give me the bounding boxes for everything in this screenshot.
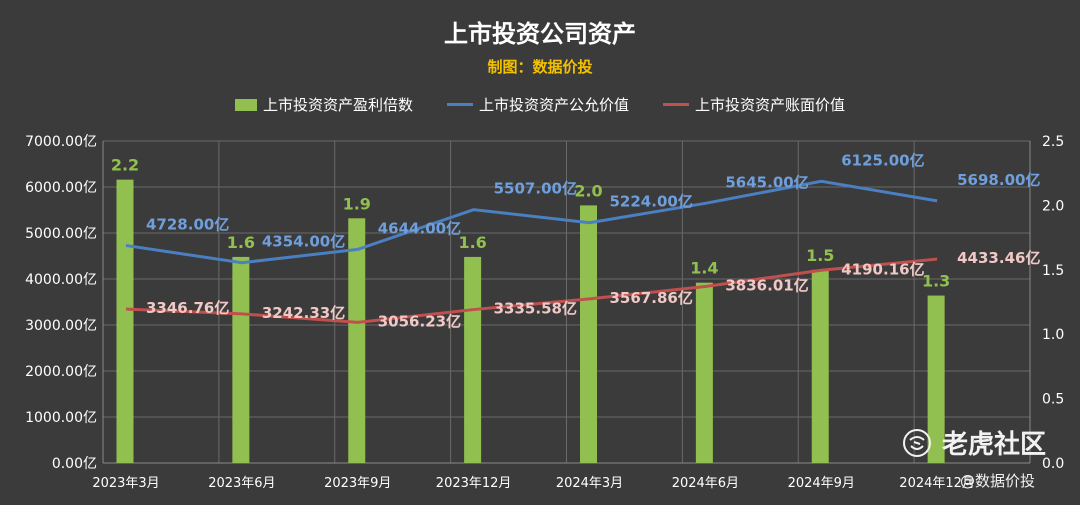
y-left-tick-label: 0.00亿 xyxy=(52,456,97,472)
fair-value-data-label: 5698.00亿 xyxy=(957,171,1040,189)
chart-subtitle: 制图：数据价投 xyxy=(487,58,593,76)
book-value-data-label: 3056.23亿 xyxy=(378,312,461,330)
legend: 上市投资资产盈利倍数 上市投资资产公允价值 上市投资资产账面价值 xyxy=(0,94,1080,115)
fair-value-data-label: 4728.00亿 xyxy=(146,216,229,234)
bar xyxy=(927,295,945,463)
x-tick-label: 2024年6月 xyxy=(672,476,739,491)
book-value-data-label: 3242.33亿 xyxy=(262,304,345,322)
legend-item-pe: 上市投资资产盈利倍数 xyxy=(234,94,413,115)
y-right-tick-label: 0.5 xyxy=(1042,392,1064,408)
book-value-data-label: 3836.01亿 xyxy=(725,277,808,295)
x-tick-label: 2024年9月 xyxy=(788,476,855,491)
watermark-brand: 老虎社区 xyxy=(942,430,1047,460)
legend-label-book-value: 上市投资资产账面价值 xyxy=(695,96,846,114)
bar-data-label: 2.2 xyxy=(111,156,139,175)
tiger-logo-icon xyxy=(903,428,931,457)
y-left-tick-label: 6000.00亿 xyxy=(25,180,97,196)
bar xyxy=(348,218,366,463)
legend-swatch-book-value xyxy=(663,103,689,106)
chart-title: 上市投资公司资产 xyxy=(444,20,636,48)
fair-value-data-label: 5645.00亿 xyxy=(725,173,808,191)
legend-swatch-fair-value xyxy=(446,103,473,106)
book-value-data-label: 4190.16亿 xyxy=(841,260,924,278)
legend-item-fair-value: 上市投资资产公允价值 xyxy=(446,94,629,115)
bar-data-label: 1.9 xyxy=(343,194,371,213)
fair-value-data-label: 5507.00亿 xyxy=(494,180,577,198)
fair-value-data-label: 4354.00亿 xyxy=(262,233,345,251)
x-tick-label: 2023年12月 xyxy=(436,476,512,491)
bar xyxy=(580,205,597,463)
x-tick-label: 2024年3月 xyxy=(556,476,623,491)
x-tick-label: 2023年9月 xyxy=(324,476,391,491)
y-left-tick-label: 5000.00亿 xyxy=(25,226,97,242)
fair-value-data-label: 5224.00亿 xyxy=(610,193,693,211)
bar-data-label: 1.6 xyxy=(458,233,486,252)
bar-data-label: 2.0 xyxy=(574,181,602,200)
legend-item-book-value: 上市投资资产账面价值 xyxy=(663,94,845,115)
y-right-tick-label: 1.5 xyxy=(1042,263,1064,279)
book-value-data-label: 4433.46亿 xyxy=(957,249,1040,267)
y-left-tick-label: 3000.00亿 xyxy=(25,318,97,334)
bar xyxy=(464,256,482,463)
y-right-tick-label: 2.5 xyxy=(1042,134,1064,150)
y-left-tick-label: 2000.00亿 xyxy=(25,364,97,380)
fair-value-data-label: 4644.00亿 xyxy=(378,219,461,237)
bar-data-label: 1.6 xyxy=(227,233,255,252)
y-left-tick-label: 7000.00亿 xyxy=(25,134,97,150)
book-value-data-label: 3567.86亿 xyxy=(610,289,693,307)
legend-swatch-pe xyxy=(234,98,257,111)
y-right-tick-label: 0.0 xyxy=(1042,456,1064,472)
y-right-tick-label: 2.0 xyxy=(1042,198,1064,214)
x-tick-label: 2024年12月 xyxy=(899,476,975,491)
bar xyxy=(811,269,829,463)
y-right-tick-label: 1.0 xyxy=(1042,327,1064,343)
x-tick-label: 2023年6月 xyxy=(208,476,275,491)
x-tick-label: 2023年3月 xyxy=(92,476,159,491)
bar-data-label: 1.3 xyxy=(922,272,950,291)
legend-label-fair-value: 上市投资资产公允价值 xyxy=(478,96,629,114)
fair-value-line xyxy=(125,179,938,265)
y-left-tick-label: 1000.00亿 xyxy=(25,410,97,426)
book-value-data-label: 3346.76亿 xyxy=(146,299,229,317)
bar-data-label: 1.4 xyxy=(690,259,718,278)
bar xyxy=(116,179,134,463)
legend-label-pe: 上市投资资产盈利倍数 xyxy=(262,96,413,114)
bar-data-label: 1.5 xyxy=(806,246,834,265)
watermark: 老虎社区 xyxy=(902,424,1046,461)
fair-value-data-label: 6125.00亿 xyxy=(841,151,924,169)
bar xyxy=(232,256,250,463)
watermark-sub: @数据价投 xyxy=(960,472,1036,490)
book-value-line xyxy=(125,257,938,324)
bar xyxy=(695,282,713,463)
y-left-tick-label: 4000.00亿 xyxy=(25,272,97,288)
book-value-data-label: 3335.58亿 xyxy=(494,300,577,318)
